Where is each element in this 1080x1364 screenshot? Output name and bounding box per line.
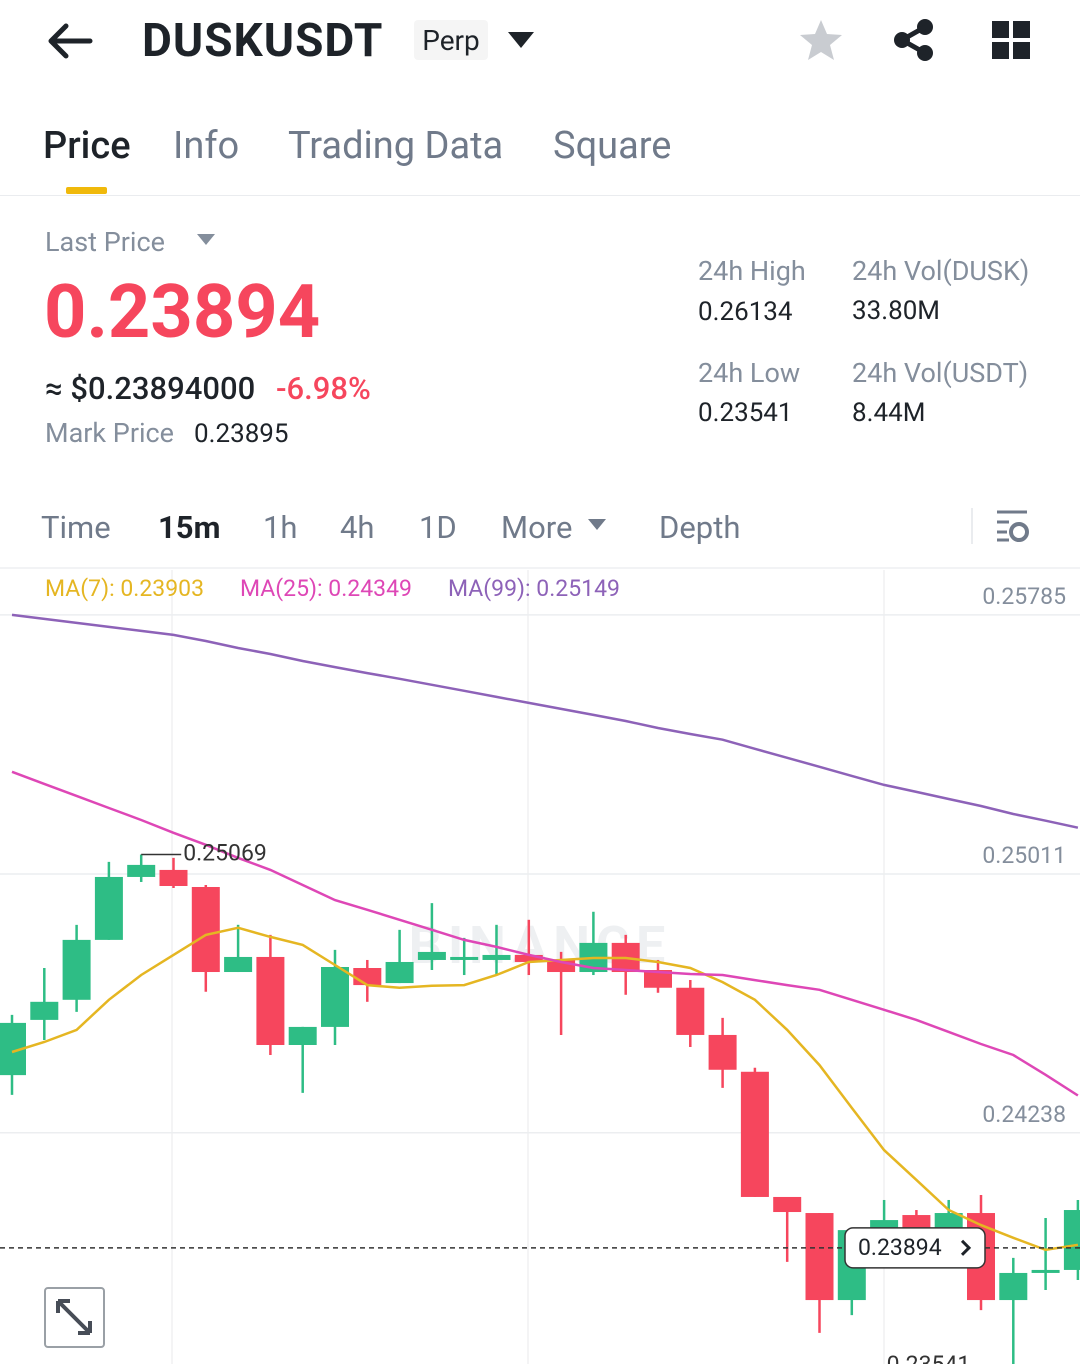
stat-value: 0.26134 bbox=[698, 297, 793, 327]
tab-indicator bbox=[66, 187, 107, 194]
candle-body bbox=[224, 956, 253, 973]
legend-entry: MA(7): 0.23903 bbox=[45, 575, 204, 602]
favorite-star[interactable] bbox=[799, 18, 843, 62]
stat-value: 0.23541 bbox=[698, 398, 793, 428]
price-change: -6.98% bbox=[276, 370, 371, 407]
symbol-dropdown[interactable] bbox=[506, 30, 536, 50]
symbol: DUSKUSDT bbox=[142, 14, 384, 68]
stat-label: 24h Low bbox=[698, 357, 801, 389]
candle-body bbox=[934, 1213, 963, 1231]
last-price-dropdown[interactable] bbox=[196, 233, 216, 247]
stat-value: 8.44M bbox=[852, 398, 926, 428]
stat-label: 24h Vol(DUSK) bbox=[852, 255, 1030, 287]
candle-body bbox=[644, 970, 672, 988]
legend-entry: MA(25): 0.24349 bbox=[240, 575, 412, 602]
interval[interactable]: 4h bbox=[340, 509, 375, 546]
menu-grid[interactable] bbox=[991, 20, 1031, 60]
divider bbox=[0, 567, 1080, 569]
chevron bbox=[960, 1239, 972, 1256]
mark-price-label: Mark Price bbox=[45, 417, 174, 449]
candle-body bbox=[191, 886, 220, 973]
ma-line bbox=[11, 770, 1079, 1097]
usd-price: ≈ $0.23894000 bbox=[45, 370, 256, 407]
stat-label: 24h Vol(USDT) bbox=[852, 357, 1029, 389]
ma-line bbox=[11, 613, 1079, 829]
interval[interactable]: 15m bbox=[158, 509, 221, 546]
candle-body bbox=[30, 1001, 59, 1020]
last-price-box bbox=[844, 1227, 986, 1269]
interval[interactable]: Depth bbox=[659, 509, 741, 546]
low-marker-label: 0.23541 bbox=[887, 1351, 971, 1364]
candle-body bbox=[159, 869, 188, 886]
tab[interactable]: Trading Data bbox=[288, 124, 504, 168]
candle-body bbox=[999, 1272, 1028, 1301]
candle-body bbox=[482, 954, 511, 960]
candle-body bbox=[385, 961, 414, 984]
candle-body bbox=[94, 876, 123, 940]
y-tick-label: 0.24238 bbox=[982, 1101, 1066, 1128]
separator bbox=[971, 508, 973, 544]
mark-price: 0.23895 bbox=[194, 419, 289, 449]
back-button[interactable] bbox=[44, 20, 94, 62]
last-price: 0.23894 bbox=[44, 269, 321, 356]
interval[interactable]: 1D bbox=[419, 509, 457, 546]
share-button[interactable] bbox=[892, 18, 936, 62]
candle-body bbox=[62, 939, 91, 1000]
stat-value: 33.80M bbox=[852, 296, 941, 326]
legend-entry: MA(99): 0.25149 bbox=[448, 575, 620, 602]
candle-body bbox=[256, 956, 285, 1045]
candle-body bbox=[321, 967, 349, 1027]
divider bbox=[0, 195, 1080, 196]
candle-body bbox=[708, 1034, 737, 1070]
ma-line bbox=[11, 926, 1079, 1252]
candle-body bbox=[773, 1196, 802, 1213]
candle-body bbox=[1031, 1269, 1060, 1273]
candle-body bbox=[1063, 1210, 1080, 1270]
candle-body bbox=[514, 954, 543, 962]
last-price-label: Last Price bbox=[45, 226, 165, 258]
tab[interactable]: Price bbox=[43, 124, 131, 168]
candle-body bbox=[288, 1026, 317, 1045]
candle-body bbox=[805, 1213, 834, 1301]
tab[interactable]: Info bbox=[173, 124, 240, 168]
tab[interactable]: Square bbox=[553, 124, 672, 168]
candle-body bbox=[127, 864, 156, 877]
last-price-label: 0.23894 bbox=[858, 1234, 942, 1261]
candle-body bbox=[353, 968, 382, 986]
candle-body bbox=[676, 987, 705, 1035]
chart-settings[interactable] bbox=[995, 508, 1031, 544]
candle-body bbox=[740, 1071, 769, 1197]
interval[interactable]: More bbox=[501, 509, 573, 546]
y-tick-label: 0.25011 bbox=[982, 842, 1066, 869]
more-dropdown[interactable] bbox=[587, 518, 607, 532]
candle-body bbox=[450, 956, 479, 960]
perp-badge: Perp bbox=[414, 20, 488, 60]
candle-body bbox=[417, 951, 446, 960]
expand-button[interactable] bbox=[44, 1287, 106, 1349]
stat-label: 24h High bbox=[698, 255, 806, 287]
y-tick-label: 0.25785 bbox=[982, 583, 1066, 610]
high-marker-label: 0.25069 bbox=[183, 840, 267, 867]
interval[interactable]: Time bbox=[41, 509, 111, 546]
interval[interactable]: 1h bbox=[263, 509, 298, 546]
